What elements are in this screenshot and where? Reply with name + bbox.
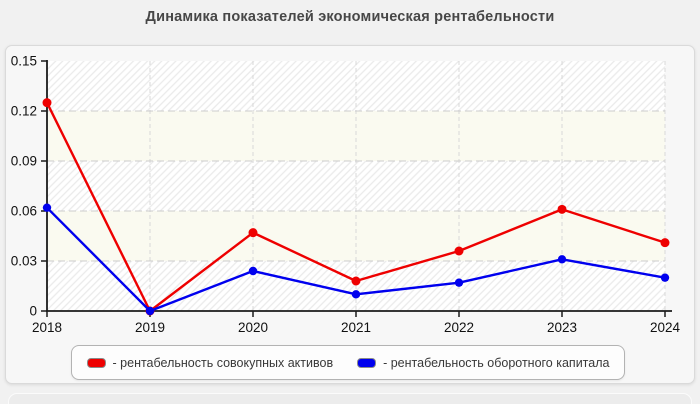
data-point-marker [145,306,155,316]
data-point-marker [248,266,258,276]
data-point-marker [42,203,52,212]
x-tick-label: 2022 [444,320,474,335]
data-point-marker [351,290,361,299]
data-point-marker [454,246,464,256]
y-tick-label: 0.15 [11,54,37,69]
legend-item-working-capital: - рентабельность оборотного капитала [357,356,609,370]
data-point-marker [454,278,464,287]
data-point-marker [660,238,670,248]
x-tick-label: 2024 [650,320,681,335]
legend-item-total-assets: - рентабельность совокупных активов [86,355,334,370]
data-point-marker [557,204,567,214]
y-tick-label: 0.12 [11,104,37,119]
data-point-marker [248,228,258,238]
data-point-marker [351,276,361,286]
x-tick-label: 2018 [32,320,62,335]
next-section-edge [8,393,692,404]
legend-label-total-assets: - рентабельность совокупных активов [112,355,334,370]
y-tick-label: 0.03 [11,254,37,269]
legend-swatch-total-assets [86,357,106,368]
y-tick-label: 0 [29,304,37,319]
data-point-marker [557,255,567,264]
x-tick-label: 2019 [135,320,165,335]
x-tick-label: 2023 [547,320,577,335]
x-tick-label: 2020 [238,320,268,335]
chart-title: Динамика показателей экономическая рента… [145,9,555,25]
y-tick-label: 0.09 [11,154,37,169]
y-tick-label: 0.06 [11,204,37,219]
data-point-marker [660,273,670,282]
legend-label-working-capital: - рентабельность оборотного капитала [383,355,610,370]
x-tick-label: 2021 [341,320,371,335]
legend: - рентабельность совокупных активов - ре… [71,345,625,380]
data-point-marker [42,98,52,108]
legend-swatch-working-capital [357,357,377,368]
